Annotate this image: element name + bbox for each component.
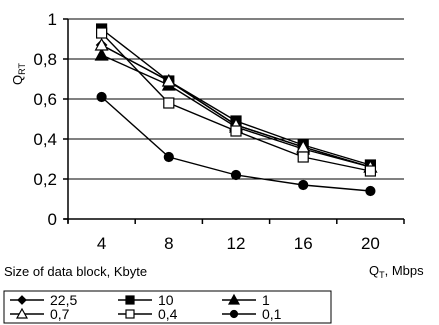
x-tick-label: 12 [227,234,246,253]
x-tick-label: 20 [361,234,380,253]
x-axis-label: Size of data block, Kbyte [4,264,147,279]
legend-label: 1 [262,292,270,308]
legend-label: 22,5 [50,292,77,308]
data-point [364,165,376,177]
data-point [365,185,376,197]
legend-label: 10 [158,292,174,308]
legend-marker [17,295,27,305]
x-unit-label-sub: T [379,270,385,280]
data-point [163,151,174,163]
y-tick-label: 0,2 [33,170,57,189]
legend-item: 1 [222,292,270,308]
legend-marker [125,309,135,319]
legend-item: 0,4 [118,306,178,322]
x-tick-label: 4 [97,234,106,253]
data-point [94,47,109,61]
legend-marker [227,293,241,305]
legend-items: 22,5 10 1 0,7 0,4 0,1 [10,292,282,322]
y-axis-label: QRT [10,63,27,85]
axes [63,18,405,224]
legend-item: 0,7 [10,306,70,322]
legend-label: 0,4 [158,306,178,322]
legend-item: 10 [118,292,174,308]
y-axis-label-main: Q [10,75,25,85]
y-tick-label: 0 [48,210,57,229]
x-tick-label: 16 [294,234,313,253]
series-lines [94,23,378,197]
series-5 [96,91,376,197]
data-point [297,151,309,163]
legend-item: 0,1 [222,306,282,322]
legend-label: 0,7 [50,306,70,322]
legend-marker [229,309,239,319]
x-unit-label-suffix: , Mbps [385,263,425,278]
data-point [298,179,309,191]
y-tick-label: 0,8 [33,50,57,69]
legend-marker [15,307,29,319]
legend-label: 0,1 [262,306,282,322]
x-unit-label: QT, Mbps [369,263,424,280]
data-point [95,27,108,39]
data-point [230,125,242,137]
data-point [94,37,109,51]
series-4 [95,27,376,177]
legend-marker [125,295,135,305]
y-tick-label: 0,6 [33,90,57,109]
data-point [96,91,107,103]
data-point [230,169,242,181]
data-point [161,73,176,87]
legend-box [3,290,332,324]
legend-item: 22,5 [10,292,77,308]
x-tick-labels: 4 8 12 16 20 [97,234,380,253]
x-unit-label-main: Q [369,263,379,278]
x-tick-label: 8 [164,234,173,253]
y-tick-label: 0,4 [33,130,57,149]
gridlines [68,18,404,180]
y-axis-label-sub: RT [17,63,27,75]
y-tick-labels: 0 0,2 0,4 0,6 0,8 1 [33,10,57,229]
legend: 22,5 10 1 0,7 0,4 0,1 [3,290,332,324]
y-tick-label: 1 [48,10,57,29]
data-point [163,97,175,109]
